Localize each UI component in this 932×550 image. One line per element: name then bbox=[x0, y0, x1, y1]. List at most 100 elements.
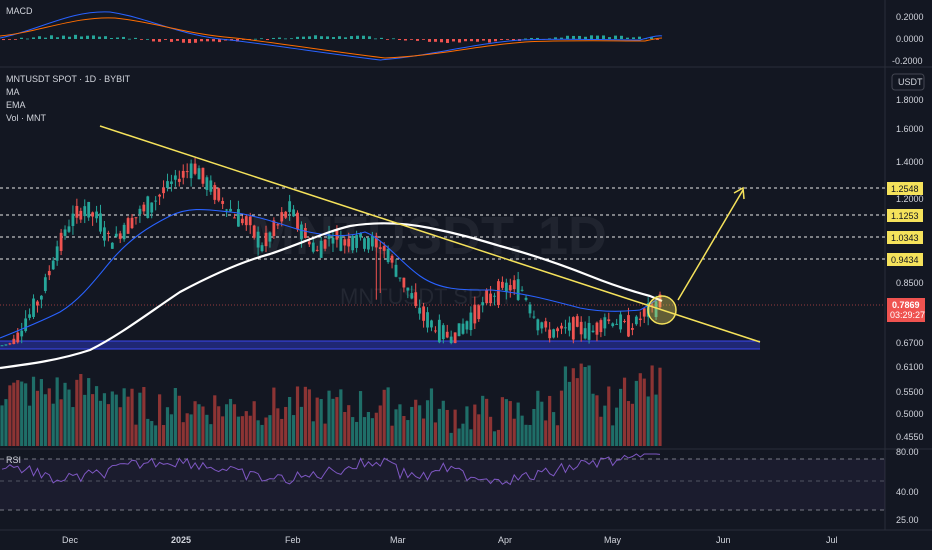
volume-bar bbox=[591, 393, 595, 446]
candle bbox=[414, 283, 418, 309]
candle-body bbox=[370, 235, 374, 247]
candle-body bbox=[504, 282, 508, 292]
candle-body bbox=[654, 301, 658, 318]
volume-bar bbox=[603, 405, 607, 446]
volume-bar bbox=[449, 432, 453, 446]
volume-bar bbox=[339, 389, 343, 446]
candle-body bbox=[201, 167, 205, 184]
candle-body bbox=[339, 236, 343, 251]
candle-body bbox=[493, 295, 496, 297]
candle-body bbox=[154, 200, 158, 202]
candle-body bbox=[307, 241, 311, 245]
candle-body bbox=[288, 201, 292, 213]
breakout-circle[interactable] bbox=[647, 295, 677, 325]
candle bbox=[260, 242, 264, 253]
candle bbox=[103, 220, 106, 247]
candle-body bbox=[406, 287, 410, 291]
candle bbox=[457, 323, 461, 337]
volume-bar bbox=[291, 415, 296, 446]
macd-bar bbox=[290, 38, 293, 40]
price-axis[interactable]: 1.8000 1.6000 1.4000 1.2000 0.8500 0.670… bbox=[887, 95, 925, 442]
candle bbox=[284, 210, 288, 219]
volume-bar bbox=[441, 400, 445, 446]
volume-bar bbox=[485, 398, 489, 446]
candle bbox=[71, 205, 75, 235]
volume-bar bbox=[548, 395, 552, 446]
candle bbox=[520, 286, 524, 292]
candle-body bbox=[331, 237, 335, 244]
candle bbox=[481, 296, 485, 313]
candle bbox=[272, 217, 276, 239]
indicator-label-ma[interactable]: MA bbox=[6, 87, 20, 97]
candle-body bbox=[248, 216, 252, 226]
candle bbox=[264, 225, 268, 253]
volume-bar bbox=[209, 424, 213, 446]
level-tag-1[interactable] bbox=[887, 182, 923, 195]
level-tag-3[interactable] bbox=[887, 231, 923, 244]
candle bbox=[564, 319, 567, 334]
indicator-label-ema[interactable]: EMA bbox=[6, 100, 26, 110]
currency-badge[interactable] bbox=[891, 73, 925, 91]
candle-body bbox=[591, 330, 595, 333]
candle bbox=[642, 307, 646, 323]
macd-bar bbox=[650, 37, 653, 39]
macd-bar bbox=[212, 39, 215, 42]
candle-body bbox=[114, 233, 118, 237]
candle bbox=[363, 237, 366, 252]
volume-bar bbox=[154, 425, 158, 446]
candle bbox=[292, 205, 295, 218]
candle-body bbox=[24, 318, 28, 332]
level-tag-4[interactable] bbox=[887, 253, 923, 266]
candle-body bbox=[229, 208, 232, 212]
descending-trendline[interactable] bbox=[99, 125, 761, 343]
volume-bar bbox=[496, 429, 501, 446]
candle-body bbox=[193, 163, 197, 174]
candle-body bbox=[272, 220, 276, 237]
volume-bar bbox=[508, 401, 512, 446]
candle bbox=[473, 296, 477, 330]
volume-bar bbox=[102, 393, 107, 446]
volume-bar bbox=[421, 418, 426, 446]
candle bbox=[142, 202, 146, 215]
level-tag-2[interactable] bbox=[887, 209, 923, 222]
volume-bar bbox=[189, 414, 193, 446]
symbol-line: MNTUSDT SPOT · 1D · BYBIT bbox=[6, 74, 131, 84]
candle-body bbox=[118, 233, 122, 239]
candle-body bbox=[8, 343, 12, 345]
candle bbox=[556, 326, 559, 338]
volume-bar bbox=[169, 414, 174, 446]
candle-body bbox=[473, 304, 477, 324]
time-tick-jul: Jul bbox=[826, 535, 838, 545]
macd-bar bbox=[14, 39, 17, 40]
projection-arrow[interactable] bbox=[677, 189, 744, 301]
macd-bar bbox=[506, 39, 509, 40]
macd-bar bbox=[380, 37, 383, 39]
candle bbox=[166, 173, 169, 192]
time-tick-mar: Mar bbox=[390, 535, 406, 545]
candle-body bbox=[40, 295, 43, 300]
candle-body bbox=[51, 260, 55, 270]
candle-body bbox=[296, 212, 299, 230]
macd-bar bbox=[236, 39, 239, 42]
volume-bar bbox=[217, 406, 221, 446]
rsi-label: RSI bbox=[6, 455, 21, 465]
candle bbox=[256, 226, 260, 256]
volume-bar bbox=[268, 415, 272, 446]
candle bbox=[619, 311, 622, 333]
candle-body bbox=[583, 328, 587, 339]
volume-bar bbox=[587, 365, 591, 446]
candle-body bbox=[95, 211, 98, 219]
candle bbox=[0, 345, 4, 347]
time-axis[interactable]: Dec 2025 Feb Mar Apr May Jun Jul bbox=[62, 535, 838, 545]
indicator-label-vol[interactable]: Vol · MNT bbox=[6, 113, 47, 123]
candle-body bbox=[445, 331, 449, 338]
candle bbox=[217, 187, 221, 203]
macd-bar bbox=[404, 39, 407, 41]
macd-bar bbox=[386, 39, 389, 40]
macd-bar bbox=[152, 39, 155, 42]
candle-body bbox=[43, 277, 47, 292]
volume-bar bbox=[31, 376, 36, 446]
candle bbox=[189, 159, 193, 187]
volume-bar bbox=[583, 366, 587, 446]
